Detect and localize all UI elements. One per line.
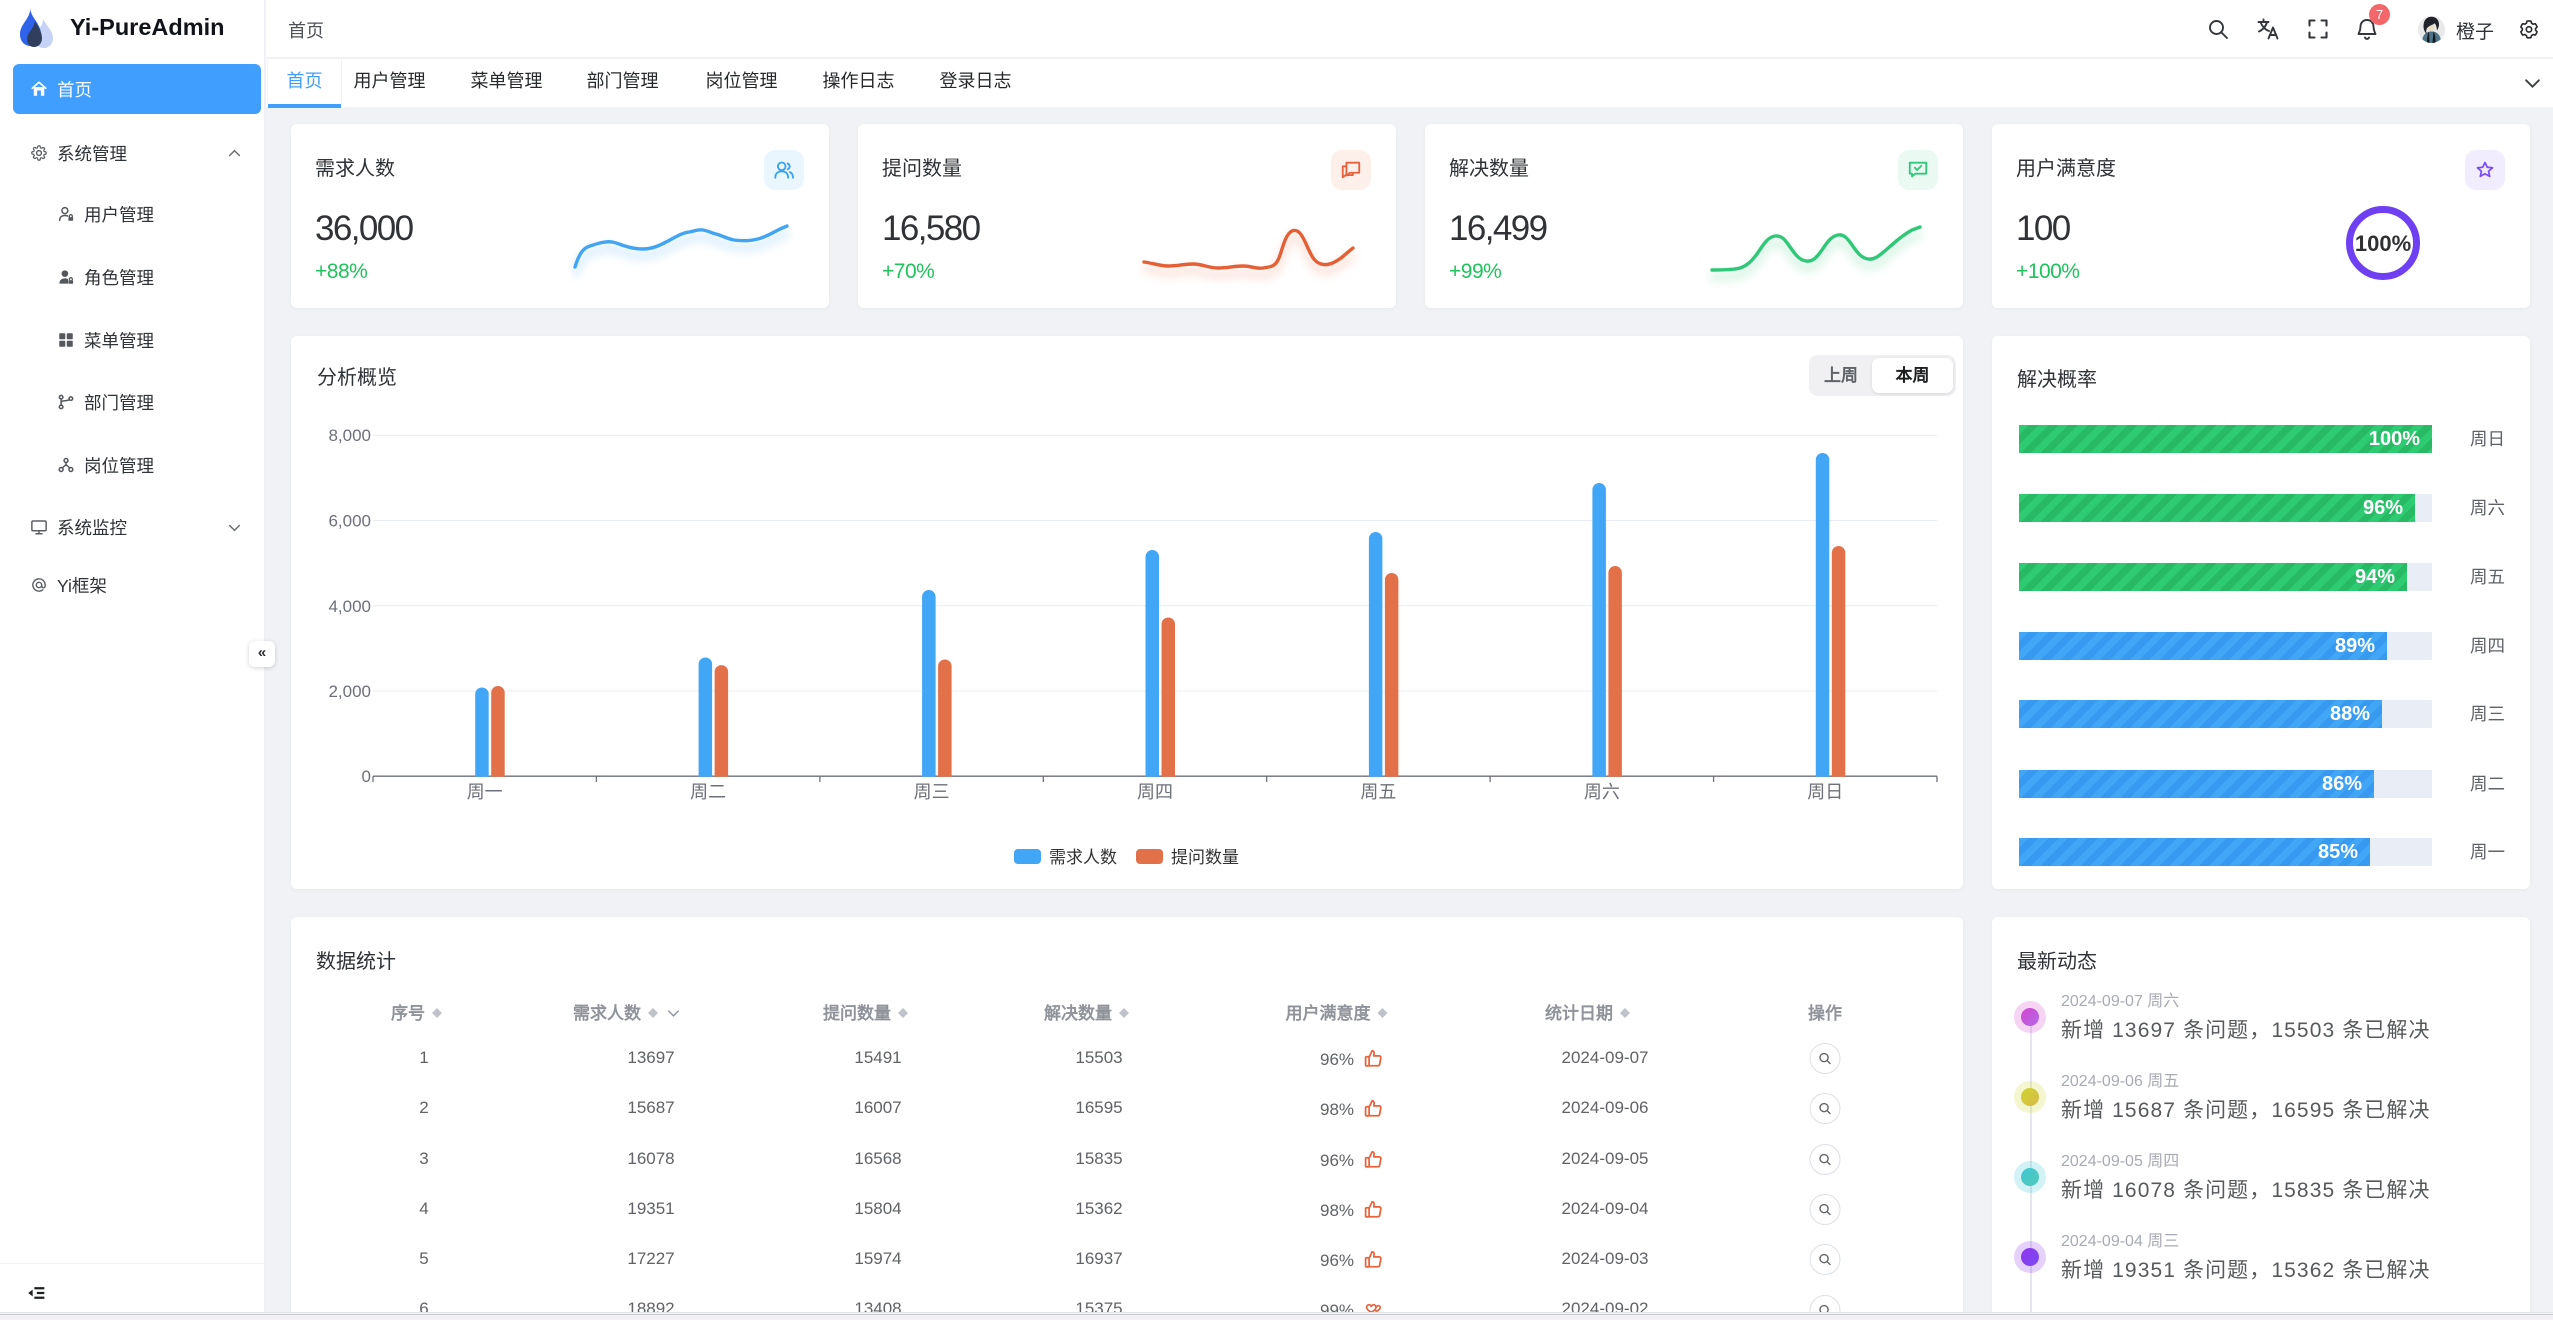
svg-text:周六: 周六 xyxy=(1584,782,1620,802)
svg-text:周五: 周五 xyxy=(1360,782,1396,802)
svg-text:周二: 周二 xyxy=(690,782,726,802)
svg-text:需求人数: 需求人数 xyxy=(1049,848,1117,867)
svg-text:0: 0 xyxy=(362,767,371,786)
svg-text:周日: 周日 xyxy=(1807,782,1843,802)
svg-text:周一: 周一 xyxy=(467,782,503,802)
svg-text:周四: 周四 xyxy=(1137,782,1173,802)
svg-text:2,000: 2,000 xyxy=(328,682,371,701)
svg-text:8,000: 8,000 xyxy=(328,426,371,445)
svg-text:提问数量: 提问数量 xyxy=(1171,848,1239,867)
svg-text:周三: 周三 xyxy=(914,782,950,802)
svg-text:4,000: 4,000 xyxy=(328,597,371,616)
svg-text:6,000: 6,000 xyxy=(328,512,371,531)
svg-text:100%: 100% xyxy=(2355,231,2411,256)
